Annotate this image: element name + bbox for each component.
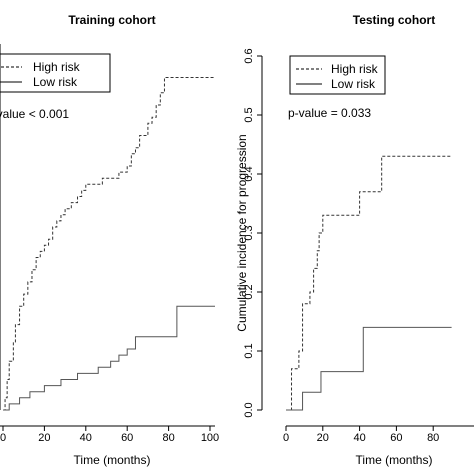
testing-x-tick-label: 0 (283, 432, 289, 444)
testing-x-tick-label: 80 (427, 432, 439, 444)
testing-cohort-panel: Testing cohort Time (months) Cumulative … (235, 13, 474, 467)
testing-y-tick-label: 0.1 (243, 343, 255, 358)
testing-x-tick-label: 20 (317, 432, 329, 444)
testing-x-tick-label: 60 (390, 432, 402, 444)
training-legend-low-label: Low risk (33, 75, 78, 89)
testing-cohort-title: Testing cohort (353, 13, 435, 27)
training-legend-high-label: High risk (33, 60, 81, 74)
training-p-value: p-value < 0.001 (0, 107, 69, 121)
training-cohort-panel: Training cohort Time (months) High risk … (0, 13, 219, 467)
training-x-axis-label: Time (months) (74, 453, 151, 467)
training-cohort-title: Training cohort (68, 13, 155, 27)
testing-legend: High risk Low risk (289, 55, 386, 95)
testing-y-tick-label: 0.3 (243, 225, 255, 240)
training-legend-box (0, 53, 111, 93)
training-low-risk-curve (3, 305, 215, 411)
training-x-tick-label: 0 (0, 432, 6, 444)
testing-x-tick-label: 40 (353, 432, 365, 444)
testing-legend-high-label: High risk (331, 62, 379, 76)
training-high-risk-curve (3, 77, 215, 411)
training-x-tick-label: 100 (201, 432, 219, 444)
testing-legend-low-label: Low risk (331, 77, 376, 91)
training-x-tick-label: 40 (80, 432, 92, 444)
testing-y-tick-label: 0.0 (243, 402, 255, 417)
training-x-tick-label: 60 (121, 432, 133, 444)
training-x-tick-label: 20 (38, 432, 50, 444)
testing-x-axis-label: Time (months) (356, 453, 433, 467)
testing-y-tick-label: 0.2 (243, 284, 255, 299)
testing-low-risk-curve (286, 326, 452, 411)
testing-y-tick-label: 0.5 (243, 107, 255, 122)
testing-y-tick-label: 0.6 (243, 48, 255, 63)
testing-legend-box (289, 55, 386, 95)
testing-y-tick-label: 0.4 (243, 166, 255, 181)
testing-p-value: p-value = 0.033 (288, 106, 371, 120)
testing-y-axis-label: Cumulative incidence for progression (235, 134, 249, 331)
training-legend: High risk Low risk (0, 53, 111, 93)
training-x-tick-label: 80 (162, 432, 174, 444)
testing-high-risk-curve (286, 155, 452, 411)
